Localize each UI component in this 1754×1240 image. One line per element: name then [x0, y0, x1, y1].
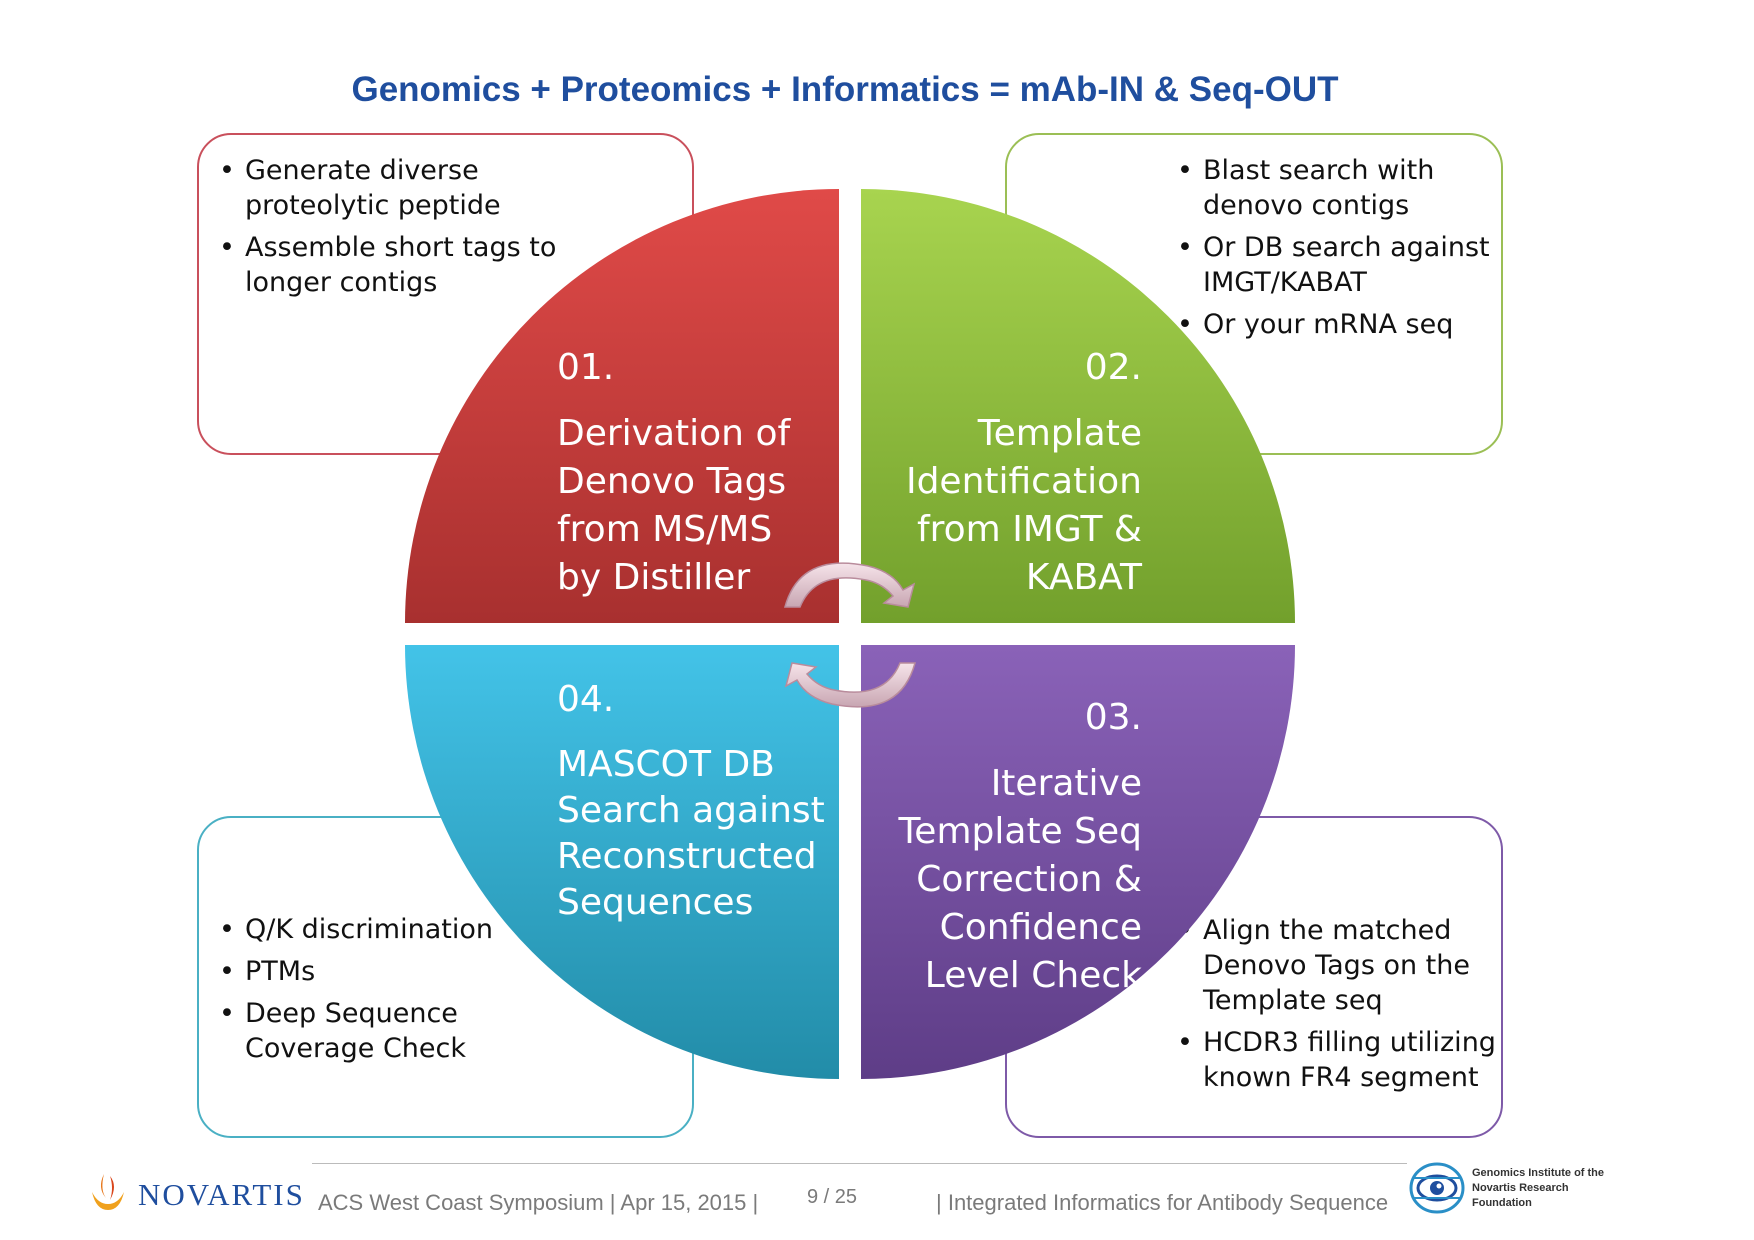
quadrant-line: Confidence [939, 907, 1142, 948]
quadrant-02-text: 02. Template Identification from IMGT & … [840, 344, 1142, 602]
bullet-item: Or your mRNA seq [1177, 307, 1497, 342]
quadrant-line: MASCOT DB [557, 744, 775, 785]
quadrant-03-shape [861, 645, 1295, 1079]
quadrant-04-text: 04. MASCOT DB Search against Reconstruct… [557, 676, 847, 926]
cycle-arrow-icon [784, 562, 916, 708]
quadrant-line: by Distiller [557, 557, 751, 598]
bullet-item: PTMs [219, 954, 519, 989]
quadrant-03-text: 03. Iterative Template Seq Correction & … [840, 694, 1142, 1000]
quadrant-line: Correction & [916, 859, 1142, 900]
bullet-item: Generate diverse proteolytic peptide [219, 153, 559, 223]
novartis-flame-icon [92, 1174, 124, 1210]
page-number: 9 / 25 [807, 1186, 858, 1208]
quadrant-01-text: 01. Derivation of Denovo Tags from MS/MS… [557, 344, 857, 602]
quadrant-04-shape [405, 645, 839, 1079]
quadrant-02-shape [861, 189, 1295, 623]
quadrant-line: Derivation of [557, 413, 791, 454]
bullet-item: Q/K discrimination [219, 912, 519, 947]
quadrant-line: Template Seq [898, 811, 1142, 852]
quadrant-line: from MS/MS [557, 509, 773, 550]
quadrant-number: 04. [557, 679, 615, 720]
quadrant-01-shape [405, 189, 839, 623]
quadrant-line: Identification [905, 461, 1142, 502]
quadrant-line: Template [977, 413, 1142, 454]
footer-event: ACS West Coast Symposium | Apr 15, 2015 … [318, 1190, 759, 1215]
quadrant-line: KABAT [1025, 557, 1142, 598]
quadrant-number: 01. [557, 347, 615, 388]
bullet-item: Or DB search against IMGT/KABAT [1177, 230, 1497, 300]
quadrant-line: Search against [557, 790, 825, 831]
footer-subtitle: | Integrated Informatics for Antibody Se… [936, 1190, 1389, 1215]
quadrant-number: 02. [1084, 347, 1142, 388]
gnf-line: Foundation [1472, 1197, 1532, 1209]
quadrant-line: Iterative [990, 763, 1142, 804]
quadrant-line: Reconstructed [557, 836, 817, 877]
quadrant-number: 03. [1084, 697, 1142, 738]
gnf-line: Genomics Institute of the [1472, 1167, 1605, 1179]
bullet-item: Deep Sequence Coverage Check [219, 996, 519, 1066]
quadrant-line: Sequences [557, 882, 754, 923]
novartis-logo-text: NOVARTIS [138, 1177, 305, 1212]
gnf-logo-text: Genomics Institute of the Novartis Resea… [1472, 1166, 1642, 1211]
quadrant-line: from IMGT & [916, 509, 1142, 550]
bullet-item: Align the matched Denovo Tags on the Tem… [1177, 913, 1497, 1018]
footer-divider [312, 1163, 1407, 1164]
bullet-item: HCDR3 filling utilizing known FR4 segmen… [1177, 1025, 1497, 1095]
gnf-line: Novartis Research [1472, 1182, 1569, 1194]
quadrant-line: Denovo Tags [557, 461, 787, 502]
quadrant-line: Level Check [924, 955, 1142, 996]
bullet-item: Blast search with denovo contigs [1177, 153, 1497, 223]
page-title: Genomics + Proteomics + Informatics = mA… [351, 70, 1339, 109]
gnf-logo-icon [1409, 1162, 1465, 1214]
bullet-item: Assemble short tags to longer contigs [219, 230, 559, 300]
